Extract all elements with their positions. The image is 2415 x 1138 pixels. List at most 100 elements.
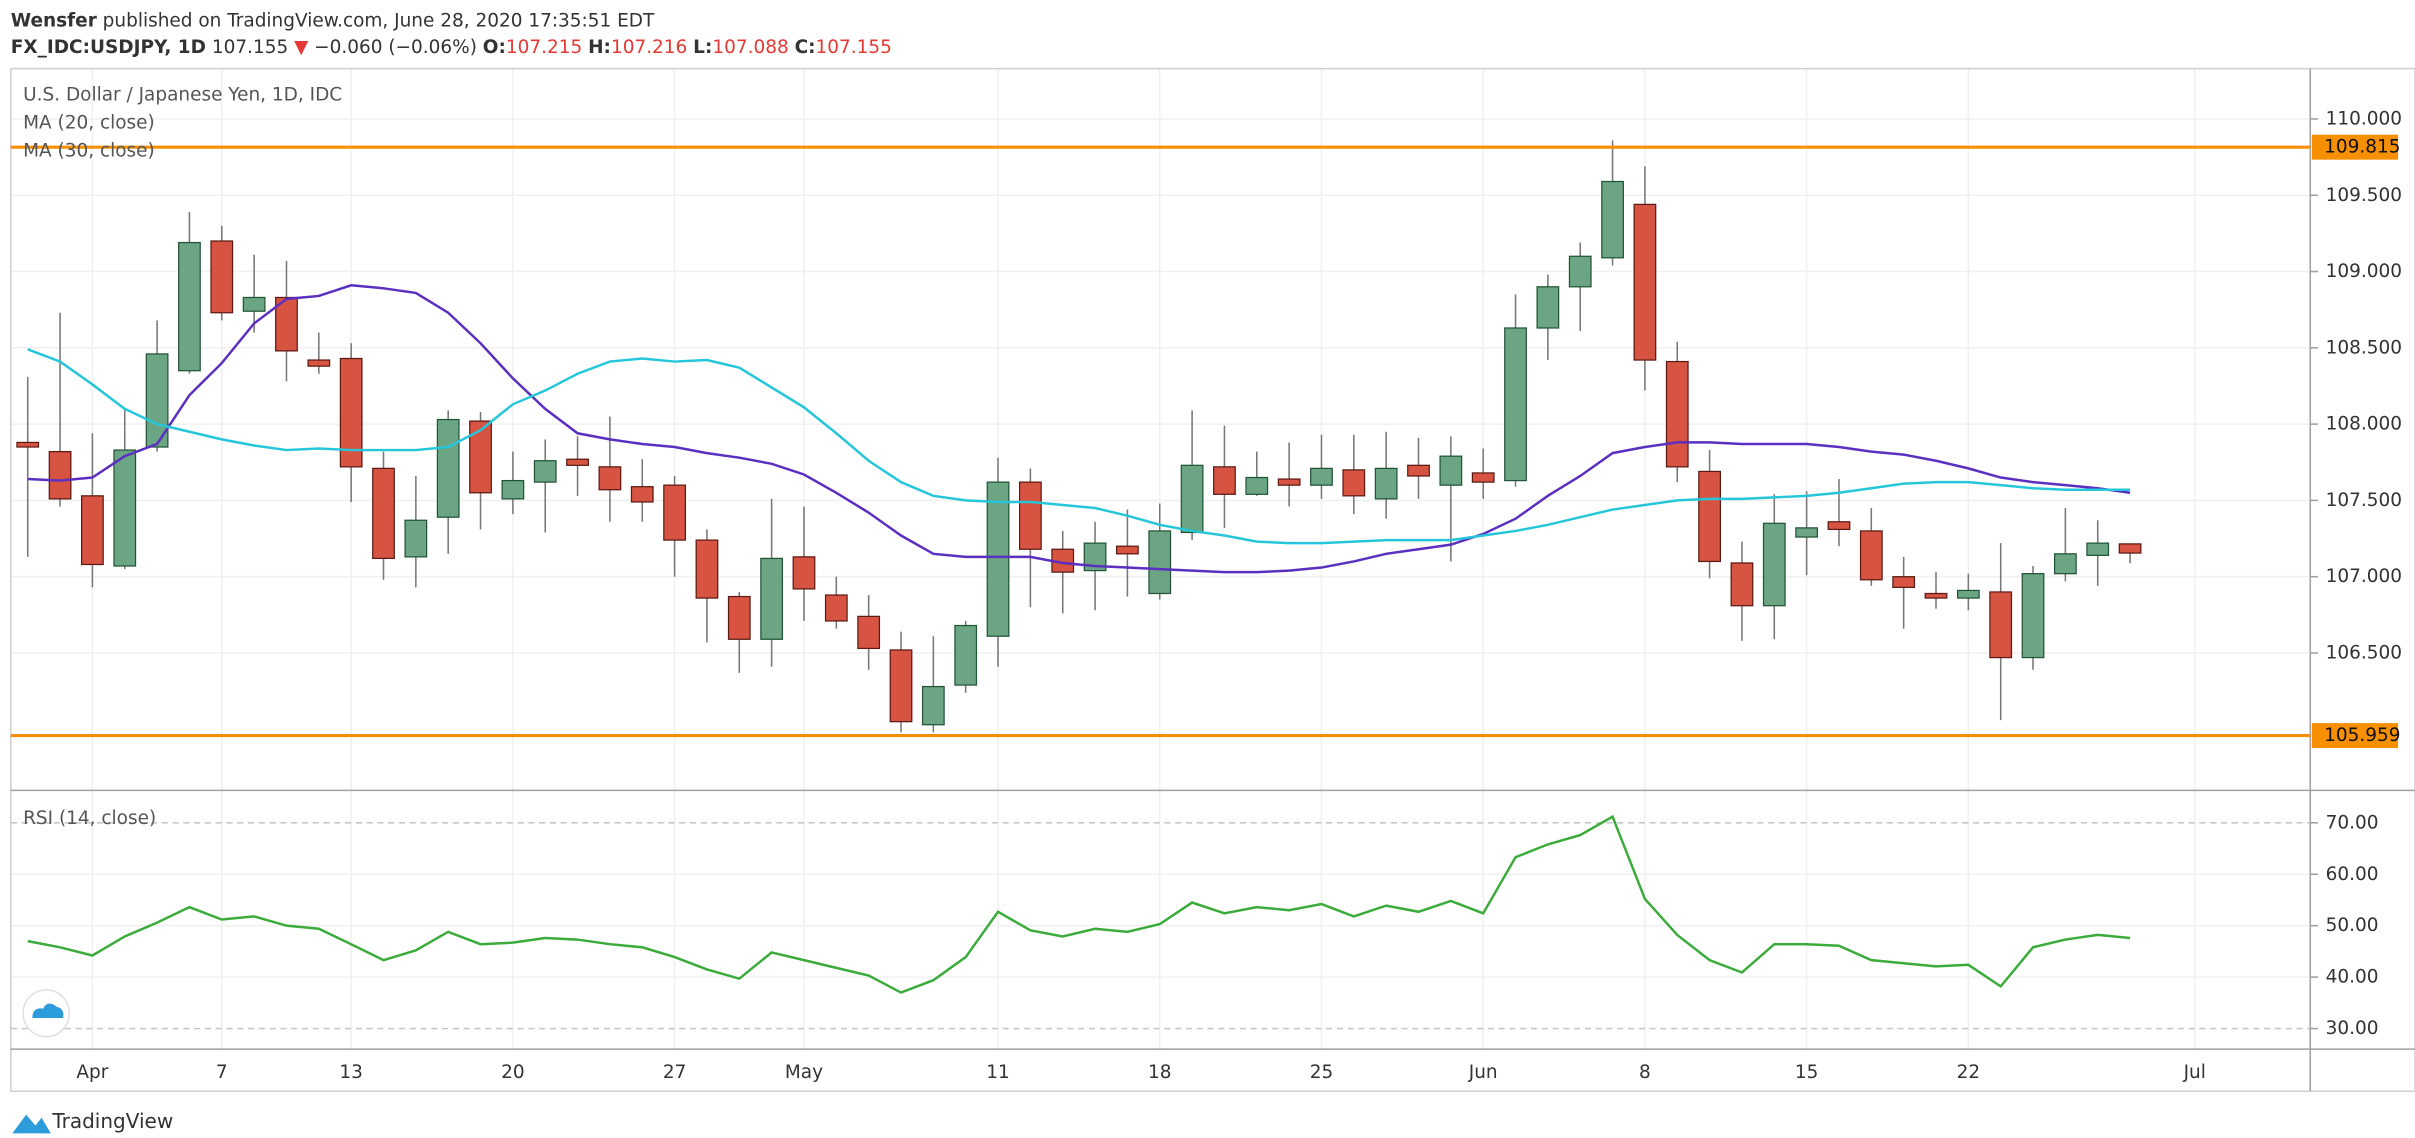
ma-line [27, 284, 2131, 574]
x-tick-label: 11 [986, 1062, 1009, 1083]
candle-body [1665, 360, 1689, 468]
candle-body [1859, 530, 1883, 581]
pane-title: U.S. Dollar / Japanese Yen, 1D, IDC [23, 85, 342, 106]
level-label-box [2311, 134, 2399, 160]
candle-body [1924, 592, 1948, 599]
y-tick-label: 40.00 [2326, 967, 2379, 988]
change: −0.060 (−0.06%) [314, 36, 477, 57]
level-label: 109.815 [2324, 137, 2400, 158]
candle-body [1148, 530, 1172, 595]
candle-body [242, 296, 266, 312]
open-value: 107.215 [506, 36, 582, 57]
y-tick-label: 108.500 [2326, 337, 2402, 358]
y-tick-label: 50.00 [2326, 915, 2379, 936]
candle-body [113, 449, 137, 567]
candle-body [1730, 562, 1754, 607]
x-tick-label: May [785, 1062, 823, 1083]
candle-body [857, 615, 881, 650]
x-tick-label: 22 [1957, 1062, 1980, 1083]
legend-entry[interactable]: RSI (14, close) [23, 808, 156, 829]
x-tick-label: 20 [501, 1062, 524, 1083]
candle-body [1277, 478, 1301, 486]
badge-cloud [32, 1003, 64, 1018]
candle-body [1083, 542, 1107, 572]
candle-body [339, 357, 363, 468]
candle-body [1956, 589, 1980, 599]
candle-body [1342, 469, 1366, 497]
x-tick-label: 15 [1795, 1062, 1818, 1083]
publish-info: published on TradingView.com, June 28, 2… [103, 10, 655, 31]
author: Wensfer [11, 10, 98, 31]
change-arrow: ▼ [294, 36, 309, 57]
candle-body [307, 359, 331, 367]
y-tick-label: 109.000 [2326, 261, 2402, 282]
candle-body [1795, 527, 1819, 538]
candle-body [81, 495, 104, 566]
y-tick-label: 106.500 [2326, 642, 2402, 663]
candle-body [1245, 476, 1269, 495]
x-tick-label: 25 [1310, 1062, 1333, 1083]
candle-body [275, 296, 298, 352]
low-label: L: [693, 36, 712, 57]
candle-body [1762, 522, 1786, 607]
candle-body [954, 624, 978, 686]
x-tick-label: Jun [1468, 1062, 1498, 1083]
candle-body [1213, 466, 1236, 495]
candle-body [1407, 464, 1430, 477]
ma-line [27, 348, 2131, 545]
candle-body [533, 460, 557, 483]
y-tick-label: 108.000 [2326, 414, 2402, 435]
candle-body [2086, 542, 2110, 556]
candle-body [792, 556, 816, 590]
candle-body [1471, 472, 1495, 483]
symbol: FX_IDC:USDJPY, 1D [11, 36, 206, 57]
y-tick-label: 107.000 [2326, 566, 2402, 587]
x-tick-label: Jul [2183, 1062, 2206, 1083]
candle-body [469, 420, 492, 494]
low-value: 107.088 [712, 36, 788, 57]
y-tick-label: 60.00 [2326, 864, 2379, 885]
brand-logo [12, 1114, 51, 1134]
candle-body [48, 450, 72, 500]
level-label: 105.959 [2324, 725, 2400, 746]
candle-body [663, 484, 686, 541]
candle-body [1989, 591, 2013, 659]
candle-body [178, 241, 201, 372]
candle-body [501, 479, 525, 500]
candle-body [436, 418, 460, 518]
candle-body [1504, 327, 1527, 482]
x-tick-label: 7 [216, 1062, 228, 1083]
candle-body [598, 466, 622, 491]
candle-body [1374, 467, 1398, 500]
candle-body [630, 486, 654, 503]
close-label: C: [795, 36, 816, 57]
plot-layer: Apr 7 13 20 27 May 11 18 25 Jun 8 15 22 Jul 106.500 107… [10, 108, 2402, 1083]
brand-name: TradingView [51, 1109, 173, 1133]
y-tick-label: 107.500 [2326, 490, 2402, 511]
candle-body [1827, 521, 1851, 531]
last-price: 107.155 [212, 36, 288, 57]
legend-entry[interactable]: MA (30, close) [23, 141, 155, 162]
candle-body [986, 481, 1010, 637]
legend-entry[interactable]: MA (20, close) [23, 113, 155, 134]
y-tick-label: 30.00 [2326, 1018, 2379, 1039]
candle-body [2021, 573, 2045, 659]
publish-line: Wensfer published on TradingView.com, Ju… [11, 10, 655, 31]
candle-body [695, 539, 719, 599]
x-tick-label: 27 [663, 1062, 686, 1083]
x-tick-label: 13 [339, 1062, 362, 1083]
x-tick-label: 8 [1639, 1062, 1651, 1083]
y-tick-label: 70.00 [2326, 812, 2379, 833]
candle-body [760, 557, 784, 640]
candle-body [1439, 455, 1463, 486]
candle-body [727, 595, 751, 640]
tv-badge[interactable] [22, 989, 71, 1038]
candle-body [889, 649, 913, 723]
candle-body [921, 685, 945, 726]
x-tick-label: 18 [1148, 1062, 1171, 1083]
candle-body [2118, 543, 2142, 554]
x-tick-label: Apr [76, 1062, 108, 1083]
candle-body [1310, 467, 1333, 486]
